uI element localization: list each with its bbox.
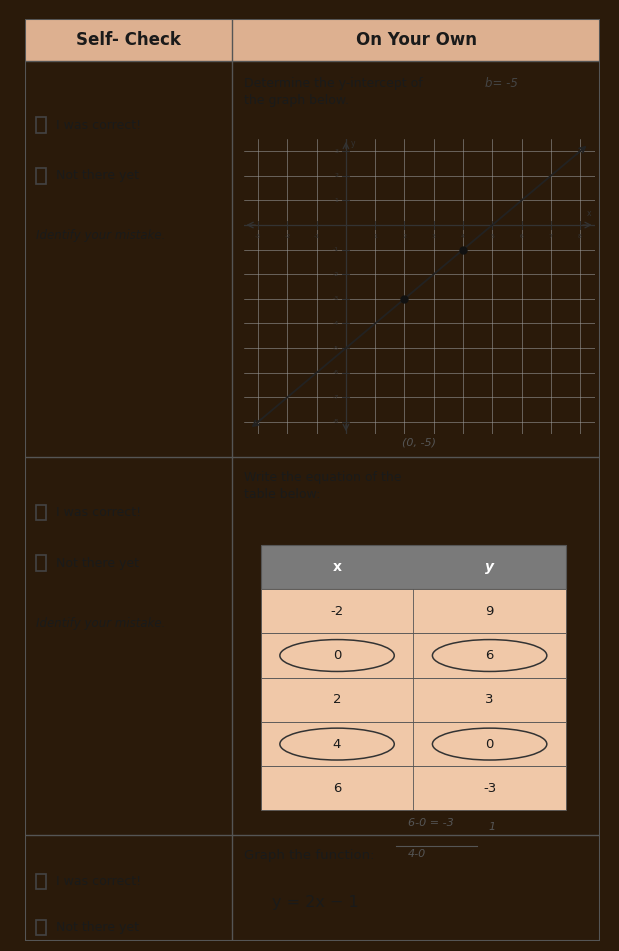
Bar bbox=[261, 767, 566, 810]
Text: 1: 1 bbox=[373, 234, 377, 239]
Text: 4: 4 bbox=[461, 234, 465, 239]
Text: b= -5: b= -5 bbox=[485, 77, 518, 90]
Text: -6: -6 bbox=[332, 370, 339, 375]
Text: -2: -2 bbox=[332, 272, 339, 277]
Bar bbox=[37, 168, 46, 184]
Text: I was correct!: I was correct! bbox=[56, 119, 142, 131]
Text: Identify your mistake.: Identify your mistake. bbox=[37, 617, 166, 630]
Text: x: x bbox=[587, 208, 591, 218]
Text: -8: -8 bbox=[332, 419, 339, 424]
Text: I was correct!: I was correct! bbox=[56, 875, 142, 888]
Bar bbox=[261, 633, 566, 678]
Bar bbox=[261, 589, 566, 633]
Text: -2: -2 bbox=[331, 605, 344, 618]
Text: 6: 6 bbox=[485, 649, 494, 662]
Text: 6: 6 bbox=[333, 782, 341, 795]
Text: y: y bbox=[485, 560, 494, 574]
Text: Not there yet: Not there yet bbox=[56, 922, 139, 934]
Text: -4: -4 bbox=[332, 320, 339, 326]
Text: 2: 2 bbox=[333, 693, 341, 707]
Text: 4-0: 4-0 bbox=[407, 849, 426, 860]
Bar bbox=[261, 545, 566, 589]
Bar bbox=[37, 505, 46, 520]
Text: 6: 6 bbox=[519, 234, 524, 239]
Text: I was correct!: I was correct! bbox=[56, 506, 142, 519]
Text: -1: -1 bbox=[314, 234, 320, 239]
Text: Determine the y-intercept of
the graph below.: Determine the y-intercept of the graph b… bbox=[243, 77, 422, 107]
Text: Write the equation of the
table below:: Write the equation of the table below: bbox=[243, 471, 401, 501]
Bar bbox=[261, 722, 566, 767]
Text: 1: 1 bbox=[335, 198, 339, 203]
Text: 3: 3 bbox=[485, 693, 494, 707]
Bar bbox=[37, 117, 46, 133]
Bar bbox=[37, 874, 46, 889]
Text: 1: 1 bbox=[488, 822, 495, 832]
Bar bbox=[37, 920, 46, 936]
Text: -3: -3 bbox=[483, 782, 496, 795]
Text: 8: 8 bbox=[578, 234, 582, 239]
Text: -1: -1 bbox=[332, 247, 339, 252]
Text: Not there yet: Not there yet bbox=[56, 169, 139, 183]
Text: (0, -5): (0, -5) bbox=[402, 438, 436, 448]
Text: Self- Check: Self- Check bbox=[76, 30, 181, 49]
Text: 5: 5 bbox=[490, 234, 494, 239]
Bar bbox=[25, 19, 600, 61]
Text: y = 2x − 1: y = 2x − 1 bbox=[272, 896, 359, 910]
Text: 2: 2 bbox=[402, 234, 407, 239]
Bar bbox=[37, 555, 46, 572]
Text: Identify your mistake.: Identify your mistake. bbox=[37, 229, 166, 243]
Text: Graph the function:: Graph the function: bbox=[243, 849, 374, 863]
Text: -3: -3 bbox=[332, 297, 339, 301]
Text: 9: 9 bbox=[485, 605, 494, 618]
Text: On Your Own: On Your Own bbox=[356, 30, 477, 49]
Text: x: x bbox=[332, 560, 342, 574]
Text: Not there yet: Not there yet bbox=[56, 556, 139, 570]
Bar bbox=[261, 678, 566, 722]
Text: 0: 0 bbox=[333, 649, 341, 662]
Text: 6-0 = -3: 6-0 = -3 bbox=[407, 818, 453, 828]
Text: -5: -5 bbox=[332, 345, 339, 351]
Text: 4: 4 bbox=[333, 738, 341, 750]
Text: 7: 7 bbox=[549, 234, 553, 239]
Text: -7: -7 bbox=[332, 395, 339, 399]
Text: 0: 0 bbox=[485, 738, 494, 750]
Text: y: y bbox=[350, 140, 355, 148]
Text: 3: 3 bbox=[431, 234, 436, 239]
Text: -2: -2 bbox=[284, 234, 290, 239]
Text: 3: 3 bbox=[335, 148, 339, 154]
Text: 2: 2 bbox=[335, 173, 339, 179]
Text: -3: -3 bbox=[255, 234, 261, 239]
